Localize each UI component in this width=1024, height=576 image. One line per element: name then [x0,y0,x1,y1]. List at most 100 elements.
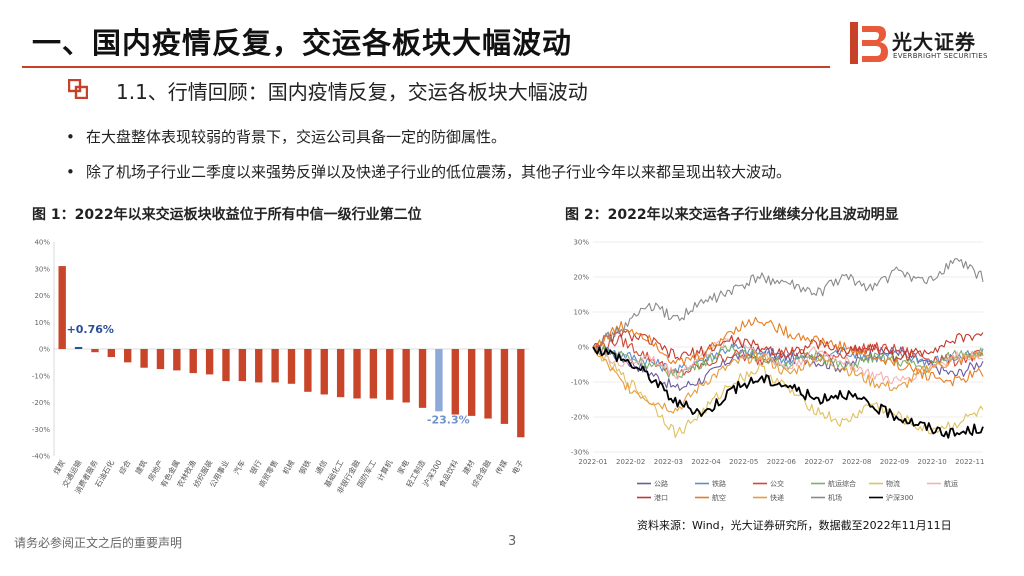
category-label: 煤炭 [51,458,67,476]
category-label: 建材 [460,458,476,476]
bullet-text: 在大盘整体表现较弱的背景下，交运公司具备一定的防御属性。 [86,128,507,146]
category-label: 家电 [395,458,411,476]
x-tick-label: 2022-08 [842,458,871,466]
bar [369,349,378,399]
data-annotation: -23.3% [427,413,470,426]
y-tick-label: 20% [34,292,50,300]
section-marker-icon [68,79,88,99]
logo-mark-icon [850,22,888,64]
legend-label: 沪深300 [886,493,913,502]
source-note: 资料来源：Wind，光大证券研究所，数据截至2022年11月11日 [637,519,952,532]
series-line [592,344,984,379]
y-tick-label: 10% [573,309,589,317]
bar [484,349,492,419]
legend-label: 航空 [712,493,726,502]
y-tick-label: 20% [573,274,589,282]
category-label: 计算机 [375,458,395,483]
legend-label: 航运综合 [828,479,856,488]
figure1-title: 图 1：2022年以来交运板块收益位于所有中信一级行业第二位 [32,207,422,223]
category-label: 建筑 [133,458,149,476]
bar [156,349,165,370]
line-chart: 30% 20% 10% 0% -10% -20% -30%2022-01 2022-02 202… [571,239,985,503]
series-line [592,258,984,352]
bar-chart: 40%30%20%10%0%-10%-20%-30%-40%煤炭交通运输消费者服… [32,239,529,495]
page-number: 3 [508,534,517,549]
y-tick-label: -30% [571,449,589,457]
bar [91,349,99,353]
bar [500,349,509,424]
logo-subtext: EVERBRIGHT SECURITIES [893,52,988,60]
x-tick-label: 2022-07 [804,458,833,466]
bar [386,349,394,400]
category-label: 汽车 [231,458,247,476]
x-tick-label: 2022-02 [616,458,645,466]
y-tick-label: -30% [32,426,50,434]
y-tick-label: 30% [573,239,589,247]
y-tick-label: -10% [571,379,589,387]
bar [255,349,263,383]
bar [336,349,345,398]
x-tick-label: 2022-11 [955,458,984,466]
x-tick-label: 2022-04 [691,458,721,466]
x-tick-label: 2022-01 [578,458,607,466]
x-tick-label: 2022-10 [918,458,947,466]
legend-label: 公路 [654,479,668,488]
y-tick-label: 10% [34,319,50,327]
brand-logo [848,20,1018,66]
bar [173,349,181,371]
bar [58,266,66,349]
x-tick-label: 2022-03 [654,458,683,466]
section-subtitle: 1.1、行情回顾：国内疫情反复，交运各板块大幅波动 [116,80,588,104]
y-tick-label: -10% [32,372,50,380]
category-label: 钢铁 [296,458,312,476]
bar [402,349,410,403]
legend-label: 机场 [828,493,842,502]
category-label: 通信 [313,458,329,476]
bar [124,349,132,363]
series-line [592,346,984,439]
series-line [592,344,984,438]
legend-label: 公交 [770,479,784,488]
series-line [592,346,984,414]
bar [517,349,525,438]
bar [189,349,197,374]
category-label: 银行 [247,458,263,476]
series-line [592,336,984,385]
series-line [592,329,984,362]
legend-label: 铁路 [712,479,726,488]
bar [271,349,279,383]
bar [140,349,148,368]
bar [320,349,328,395]
figure2-title: 图 2：2022年以来交运各子行业继续分化且波动明显 [565,207,899,223]
footer-disclaimer: 请务必参阅正文之后的重要声明 [14,536,183,550]
bar [107,349,116,358]
x-tick-label: 2022-06 [767,458,797,466]
series-line [592,342,984,391]
y-tick-label: -20% [571,414,589,422]
bullet-item: • 在大盘整体表现较弱的背景下，交运公司具备一定的防御属性。 [66,128,507,146]
bullet-item: • 除了机场子行业二季度以来强势反弹以及快递子行业的低位震荡，其他子行业今年以来都… [66,163,792,181]
y-tick-label: 30% [34,265,50,273]
title-divider [22,66,830,68]
legend-label: 港口 [654,493,668,502]
legend-label: 航运 [944,479,958,488]
y-tick-label: -40% [32,453,50,461]
bullet-text: 除了机场子行业二季度以来强势反弹以及快递子行业的低位震荡，其他子行业今年以来都呈… [86,163,792,181]
page-title: 一、国内疫情反复，交运各板块大幅波动 [32,26,573,60]
bar [467,349,476,416]
category-label: 机械 [280,458,296,476]
legend-label: 快递 [770,493,784,502]
bar [418,349,427,408]
bar [287,349,296,384]
bar [74,346,83,349]
bar [222,349,230,382]
y-tick-label: -20% [32,399,50,407]
series-line [592,343,984,375]
bar [435,349,443,412]
logo-text: 光大证券 [892,30,976,54]
legend-label: 物流 [886,479,900,488]
x-tick-label: 2022-09 [880,458,909,466]
bar [353,349,361,399]
y-tick-label: 0% [39,346,50,354]
category-label: 传媒 [493,458,509,476]
